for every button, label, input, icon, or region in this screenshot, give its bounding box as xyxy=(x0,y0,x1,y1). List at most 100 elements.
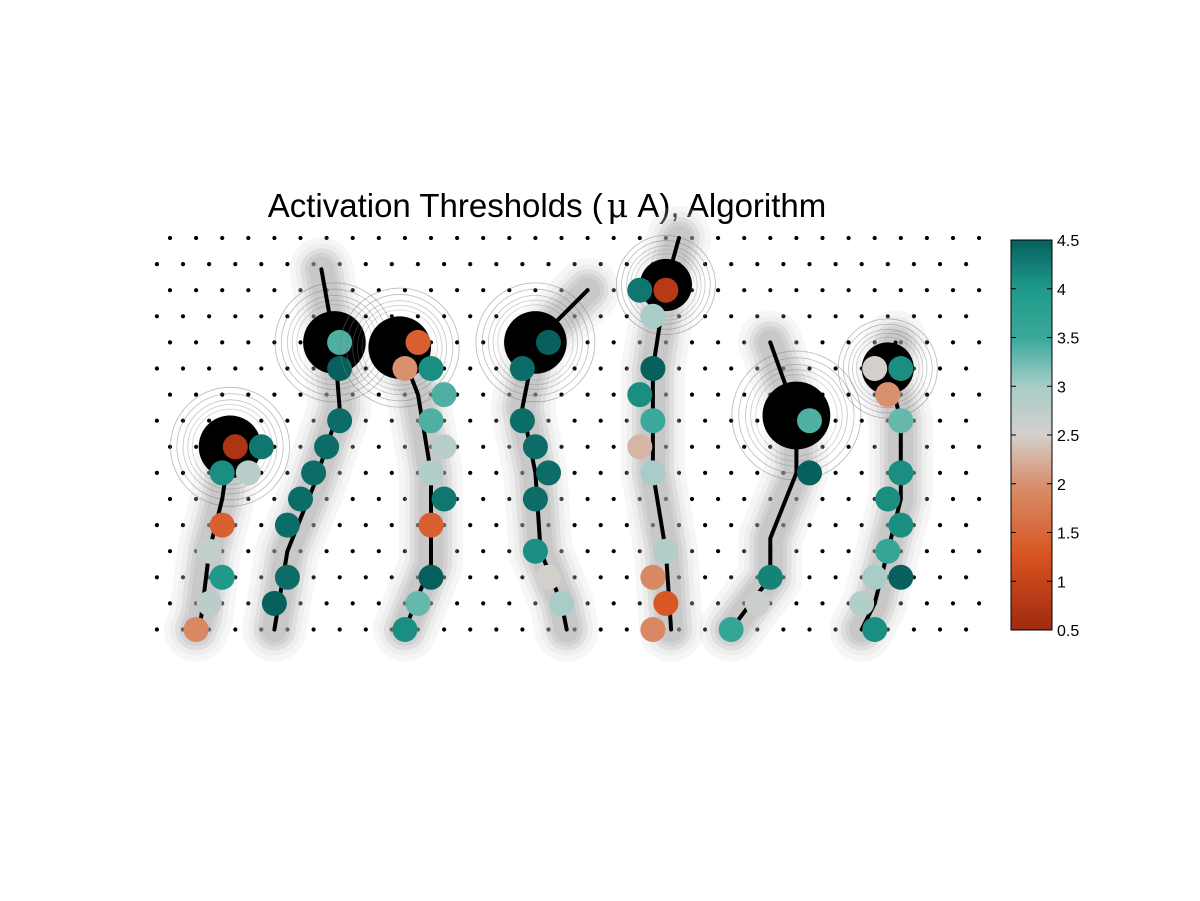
electrode-dot xyxy=(755,366,760,371)
soma-contour xyxy=(492,299,579,386)
electrode-dot xyxy=(259,418,264,423)
electrode-dot xyxy=(794,235,799,241)
soma-contour xyxy=(356,304,443,391)
electrode-dot xyxy=(729,314,734,319)
electrode-dot xyxy=(350,392,355,397)
electrode-dot xyxy=(611,444,616,449)
electrode-dot xyxy=(833,314,838,319)
electrode-dot xyxy=(924,288,930,293)
electrode-dot xyxy=(428,235,434,241)
electrode-dot xyxy=(285,627,290,632)
electrode-dot xyxy=(598,470,603,475)
threshold-marker xyxy=(862,356,888,381)
threshold-marker xyxy=(862,617,888,642)
soma-contour xyxy=(837,318,938,419)
electrode-dot xyxy=(637,340,642,345)
electrode-dot xyxy=(742,496,747,502)
electrode-dot xyxy=(924,235,930,241)
electrode-dot xyxy=(311,418,316,423)
electrode-dot xyxy=(311,575,316,580)
soma-contour xyxy=(182,399,278,495)
electrode-dot xyxy=(298,549,303,554)
threshold-marker xyxy=(261,590,287,616)
electrode-dot xyxy=(742,340,747,345)
electrode-dot xyxy=(807,314,812,319)
electrode-dot xyxy=(924,392,930,397)
electrode-dot xyxy=(259,627,264,632)
electrode-dot xyxy=(154,314,159,319)
electrode-dot xyxy=(663,235,669,241)
threshold-marker xyxy=(849,590,875,616)
electrode-dot xyxy=(689,496,695,502)
electrode-dot xyxy=(272,288,277,293)
electrode-dot xyxy=(794,340,799,345)
electrode-dot xyxy=(428,288,434,293)
electrode-dot xyxy=(611,549,616,554)
electrode-dot xyxy=(950,288,956,293)
electrode-dot xyxy=(676,418,682,423)
electrode-dot xyxy=(859,523,864,528)
threshold-marker xyxy=(418,564,444,590)
electrode-dot xyxy=(455,549,460,554)
electrode-dot xyxy=(950,392,956,397)
electrode-dot xyxy=(598,575,603,580)
electrode-dot xyxy=(611,340,616,345)
electrode-dot xyxy=(533,235,538,241)
electrode-dot xyxy=(311,262,316,267)
electrode-dot xyxy=(833,575,838,580)
electrode-dot xyxy=(689,549,695,554)
threshold-marker xyxy=(536,329,561,355)
threshold-marker xyxy=(274,512,300,538)
electrode-dot xyxy=(689,444,695,449)
threshold-marker xyxy=(888,564,914,590)
electrode-dot xyxy=(246,496,251,502)
electrode-dot xyxy=(481,549,486,554)
electrode-dot xyxy=(611,288,616,293)
soma-contour xyxy=(170,386,290,507)
electrode-dot xyxy=(624,627,629,632)
electrode-dot xyxy=(585,392,590,397)
threshold-marker xyxy=(509,356,535,381)
electrode-dot xyxy=(180,523,186,528)
electrode-dot xyxy=(742,235,747,241)
electrode-dot xyxy=(846,549,851,554)
electrode-dot xyxy=(259,366,264,371)
electrode-dot xyxy=(220,340,225,345)
electrode-dot xyxy=(924,444,930,449)
electrode-dot xyxy=(389,418,394,423)
electrode-dot xyxy=(376,549,381,554)
electrode-dot xyxy=(246,340,251,345)
electrode-dot xyxy=(611,496,616,502)
electrode-dot xyxy=(742,444,747,449)
threshold-marker xyxy=(209,564,235,590)
soma-contour xyxy=(488,294,583,390)
threshold-marker xyxy=(196,590,222,616)
electrode-dot xyxy=(937,366,943,371)
electrode-dot xyxy=(324,235,329,241)
electrode-dot xyxy=(794,288,799,293)
electrode-dot xyxy=(494,470,499,475)
electrode-dot xyxy=(676,366,682,371)
electrode-dot xyxy=(585,235,590,241)
electrode-dot xyxy=(833,627,838,632)
electrode-dot xyxy=(363,314,368,319)
electrode-dot xyxy=(937,314,943,319)
threshold-marker xyxy=(888,512,914,538)
electrode-dot xyxy=(363,418,368,423)
electrode-dot xyxy=(572,314,577,319)
soma-contour xyxy=(626,245,706,325)
electrode-dot xyxy=(820,288,825,293)
electrode-dot xyxy=(324,496,329,502)
electrode-dot xyxy=(363,523,368,528)
threshold-marker xyxy=(888,408,914,434)
colorbar-tick-label: 2.5 xyxy=(1057,428,1079,445)
electrode-dot xyxy=(363,627,368,632)
electrode-dot xyxy=(977,549,982,554)
electrode-dot xyxy=(598,523,603,528)
threshold-marker xyxy=(757,564,783,590)
electrode-dot xyxy=(520,470,525,475)
threshold-marker xyxy=(418,408,444,434)
electrode-dot xyxy=(911,627,917,632)
electrode-dot xyxy=(167,601,173,606)
electrode-dot xyxy=(964,627,969,632)
